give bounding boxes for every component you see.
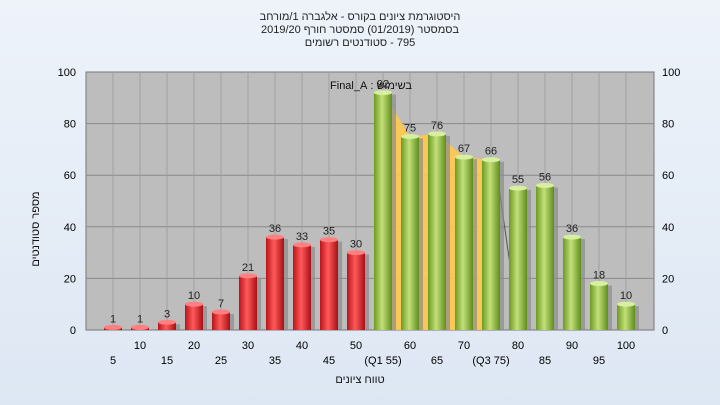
x-tick-label: 30 [242, 340, 254, 352]
x-tick-label: 20 [188, 340, 200, 352]
x-tick-label: 35 [269, 355, 281, 367]
bar-cap [482, 157, 500, 163]
x-tick-label: 40 [296, 340, 308, 352]
bar [428, 133, 446, 330]
bar [455, 157, 473, 330]
x-tick-label: 45 [323, 355, 335, 367]
bar [563, 237, 581, 330]
x-tick-label: 70 [458, 340, 470, 352]
bar-cap [455, 154, 473, 160]
bar [158, 322, 176, 330]
bar-value-label: 36 [269, 223, 281, 235]
bar [347, 252, 365, 330]
x-tick-label: 10 [134, 340, 146, 352]
x-tick-label: 90 [566, 340, 578, 352]
bar-cap [104, 324, 122, 330]
bar [482, 159, 500, 330]
bar-cap [401, 134, 419, 139]
x-tick-label: 50 [350, 340, 362, 352]
x-tick-label: 100 [617, 340, 635, 352]
y-tick-label-right: 0 [662, 325, 668, 337]
bar-value-label: 1 [110, 313, 116, 325]
bar [293, 244, 311, 330]
x-tick-label: 5 [110, 355, 116, 367]
y-tick-label-left: 100 [58, 67, 76, 79]
bar [536, 185, 554, 330]
x-axis-label: טווח ציונים [335, 374, 385, 386]
y-tick-label-right: 80 [662, 119, 674, 131]
bar-cap [158, 319, 176, 325]
bar-cap [131, 324, 149, 330]
bar-cap [617, 301, 635, 307]
bar-value-label: 36 [566, 223, 578, 235]
bar [185, 304, 203, 330]
bar-cap [347, 250, 365, 256]
bar-value-label: 3 [164, 308, 170, 320]
bar-value-label: 10 [620, 290, 632, 302]
bar-cap [536, 183, 554, 189]
bar-cap [212, 309, 230, 315]
bar-cap [590, 281, 608, 287]
bar [617, 304, 635, 330]
y-tick-label-right: 60 [662, 170, 674, 182]
bar-value-label: 66 [485, 146, 497, 158]
bar-value-label: 30 [350, 239, 362, 251]
y-tick-label-right: 100 [662, 67, 680, 79]
bar-value-label: 18 [593, 270, 605, 282]
bar-cap [266, 234, 284, 240]
bar-value-label: 76 [431, 120, 443, 132]
legend-label: בשימוש : Final_A [330, 80, 412, 92]
bar-value-label: 92 [377, 79, 389, 91]
y-tick-label-left: 60 [64, 170, 76, 182]
bar [266, 237, 284, 330]
bar [239, 275, 257, 330]
bar-value-label: 55 [512, 174, 524, 186]
bar [212, 311, 230, 330]
bar-cap [509, 185, 527, 191]
chart-subtitle-students: 795 - סטודנטים רשומים [304, 37, 416, 49]
bar-cap [563, 234, 581, 240]
bar-value-label: 7 [218, 298, 224, 310]
y-tick-label-right: 20 [662, 273, 674, 285]
y-tick-label-left: 40 [64, 222, 76, 234]
bar [509, 188, 527, 330]
x-tick-label: 65 [431, 355, 443, 367]
bar-value-label: 75 [404, 123, 416, 135]
x-tick-label: (Q3 75) [472, 355, 509, 367]
bar-cap [239, 273, 257, 279]
bar-value-label: 10 [188, 290, 200, 302]
y-tick-label-left: 0 [70, 325, 76, 337]
x-tick-label: 85 [539, 355, 551, 367]
bar-cap [320, 237, 338, 243]
x-tick-label: 25 [215, 355, 227, 367]
bar-cap [185, 301, 203, 307]
x-tick-label: 60 [404, 340, 416, 352]
y-axis-label: מספר סטודנטים [30, 191, 42, 267]
bar-value-label: 35 [323, 226, 335, 238]
y-tick-label-left: 80 [64, 119, 76, 131]
x-tick-label: 80 [512, 340, 524, 352]
bar [401, 136, 419, 330]
bar [320, 239, 338, 330]
bar-value-label: 33 [296, 231, 308, 243]
bar [374, 92, 392, 330]
x-tick-label: 15 [161, 355, 173, 367]
bar-value-label: 1 [137, 313, 143, 325]
chart-subtitle-semester: בסמסטר (01/2019) סמסטר חורף 2019/20 [260, 24, 460, 36]
y-tick-label-right: 40 [662, 222, 674, 234]
bar-cap [428, 131, 446, 137]
bar-value-label: 56 [539, 172, 551, 184]
chart-title: היסטוגרמת ציונים בקורס - אלגברה 1/מורחב [259, 11, 461, 23]
bar-value-label: 67 [458, 143, 470, 155]
x-tick-label: 95 [593, 355, 605, 367]
bar-cap [293, 242, 311, 248]
y-tick-label-left: 20 [64, 273, 76, 285]
x-tick-label: (Q1 55) [364, 355, 401, 367]
bar-value-label: 21 [242, 262, 254, 274]
bar [590, 283, 608, 330]
plot-area [85, 71, 655, 331]
bar-cap [374, 90, 392, 96]
